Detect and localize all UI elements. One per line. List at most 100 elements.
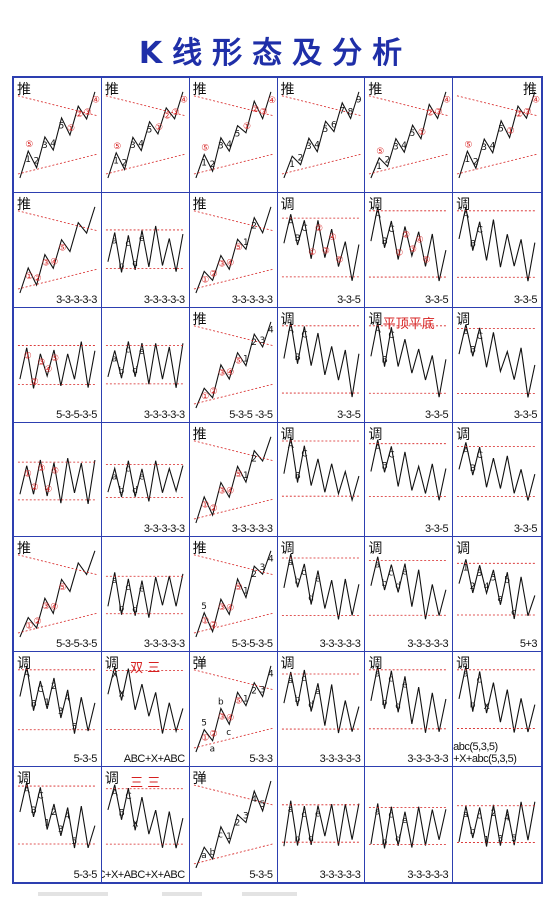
pattern-cell: a b c d e 调 3-3-3-3-3 bbox=[365, 652, 454, 768]
wave-label: C bbox=[301, 449, 307, 459]
wave-diagram: abc 1 2 3 4 5 bbox=[457, 801, 538, 847]
wave-structure-label: 3-3-5 bbox=[337, 293, 361, 306]
wave-label: C bbox=[301, 224, 307, 234]
wave-label: ① bbox=[507, 127, 515, 137]
trend-line bbox=[105, 95, 185, 117]
wave-label: C bbox=[477, 226, 483, 236]
wave-diagram: ①②③ ④⑤ 12 34 bbox=[193, 321, 274, 408]
pattern-type-label: 调 bbox=[104, 771, 119, 788]
wave-label: 5 bbox=[71, 723, 77, 733]
wave-structure-label: 3-3-3-3-3 bbox=[407, 753, 449, 766]
wave-structure-label: 3-3-5 bbox=[513, 293, 538, 306]
wave-label: c bbox=[301, 810, 306, 820]
wave-label: A bbox=[463, 446, 470, 456]
wave-line bbox=[107, 225, 184, 273]
wave-label: B bbox=[31, 700, 37, 710]
wave-label: ② bbox=[31, 377, 39, 387]
pattern-type-label: 调 bbox=[280, 656, 295, 673]
pattern-cell: ① ② ③ ④ ⑤ 推 5-3-5-3-5 bbox=[14, 537, 102, 653]
wave-label: e bbox=[315, 575, 320, 585]
pattern-type-label: 弹 bbox=[192, 771, 207, 788]
wave-label: B bbox=[470, 464, 476, 474]
wave-label: b bbox=[118, 486, 124, 496]
trend-line bbox=[193, 669, 273, 691]
wave-label: C bbox=[477, 451, 483, 461]
pattern-type-label: 推 bbox=[192, 311, 207, 328]
wave-label: b bbox=[470, 827, 476, 837]
wave-line bbox=[458, 441, 536, 501]
trend-line bbox=[17, 153, 97, 175]
wave-label: X bbox=[132, 819, 138, 829]
trend-line bbox=[17, 95, 97, 117]
wave-line bbox=[370, 321, 447, 398]
wave-line bbox=[19, 457, 96, 504]
wave-label: 3 bbox=[477, 570, 483, 580]
wave-label: 4 bbox=[484, 583, 490, 593]
pattern-type-label: 调 bbox=[280, 196, 295, 213]
wave-label: ⑤ bbox=[465, 140, 473, 150]
wave-label: B bbox=[31, 806, 37, 816]
wave-line bbox=[282, 321, 359, 397]
wave-label: B bbox=[382, 355, 388, 365]
wave-label: 5 bbox=[59, 122, 65, 132]
wave-label: ⑤ bbox=[234, 697, 242, 707]
pattern-cell: A B C 调 3-3-5 bbox=[277, 307, 366, 423]
wave-label: ④ bbox=[328, 233, 336, 243]
wave-label: 2 bbox=[209, 160, 215, 170]
wave-label: 6 bbox=[330, 121, 336, 131]
wave-structure-label: 3-3-3-3-3 bbox=[319, 753, 361, 766]
pattern-cell: a b c d e 3-3-3-3-3 bbox=[101, 192, 190, 308]
wave-label: 3 bbox=[259, 336, 265, 346]
wave-diagram: A BC ① ② ③④ ⑤ bbox=[369, 206, 449, 281]
wave-structure-label: 3-3-5 bbox=[424, 293, 449, 306]
wave-structure-label: 3-3-3-3-3 bbox=[319, 638, 361, 651]
wave-label: ① bbox=[201, 275, 209, 285]
wave-label: ⑤ bbox=[51, 354, 59, 364]
wave-label: ④ bbox=[226, 368, 234, 378]
pattern-cell: A B C 1 2 3 4 5 调 5-3-5 bbox=[14, 767, 102, 882]
wave-diagram: ① ② ③ ④ ⑤ bbox=[17, 457, 97, 504]
wave-label: ① bbox=[396, 248, 404, 258]
wave-label: b bbox=[382, 837, 388, 847]
wave-label: c bbox=[125, 239, 130, 249]
wave-label: X bbox=[118, 690, 124, 700]
wave-label: b bbox=[209, 848, 215, 858]
wave-label: c bbox=[389, 675, 394, 685]
wave-label: a bbox=[209, 745, 214, 755]
wave-line bbox=[107, 341, 184, 388]
wave-line bbox=[282, 670, 359, 734]
wave-label: A bbox=[375, 211, 381, 221]
trend-line bbox=[105, 153, 185, 175]
wave-label: 4 bbox=[402, 141, 408, 151]
pattern-type-label: 调 bbox=[456, 426, 471, 443]
trend-line bbox=[193, 728, 273, 749]
wave-label: 2 bbox=[234, 819, 240, 829]
wave-label: b bbox=[504, 577, 510, 587]
wave-label: b bbox=[294, 835, 300, 845]
wave-label: ④ bbox=[44, 485, 52, 495]
pattern-cell: A B C 1 2 3 4 5 调 5-3-5 bbox=[14, 652, 102, 768]
wave-label: e bbox=[402, 568, 407, 578]
wave-label: c bbox=[477, 676, 482, 686]
wave-label: 5 bbox=[234, 130, 240, 140]
trend-line bbox=[369, 95, 449, 117]
wave-label: ② bbox=[209, 504, 217, 514]
wave-line bbox=[195, 665, 272, 753]
wave-label: 2 bbox=[251, 570, 257, 580]
wave-label: X bbox=[112, 671, 118, 681]
wave-diagram: 123 45 67 89 bbox=[281, 91, 361, 179]
pattern-type-label: 推 bbox=[17, 541, 31, 558]
wave-line bbox=[282, 91, 359, 179]
wave-label: ① bbox=[201, 617, 209, 627]
wave-label: e bbox=[402, 816, 408, 826]
wave-structure-label: abc(5,3,5) +X+abc(5,3,5) bbox=[453, 741, 517, 766]
wave-label: c bbox=[125, 583, 130, 593]
